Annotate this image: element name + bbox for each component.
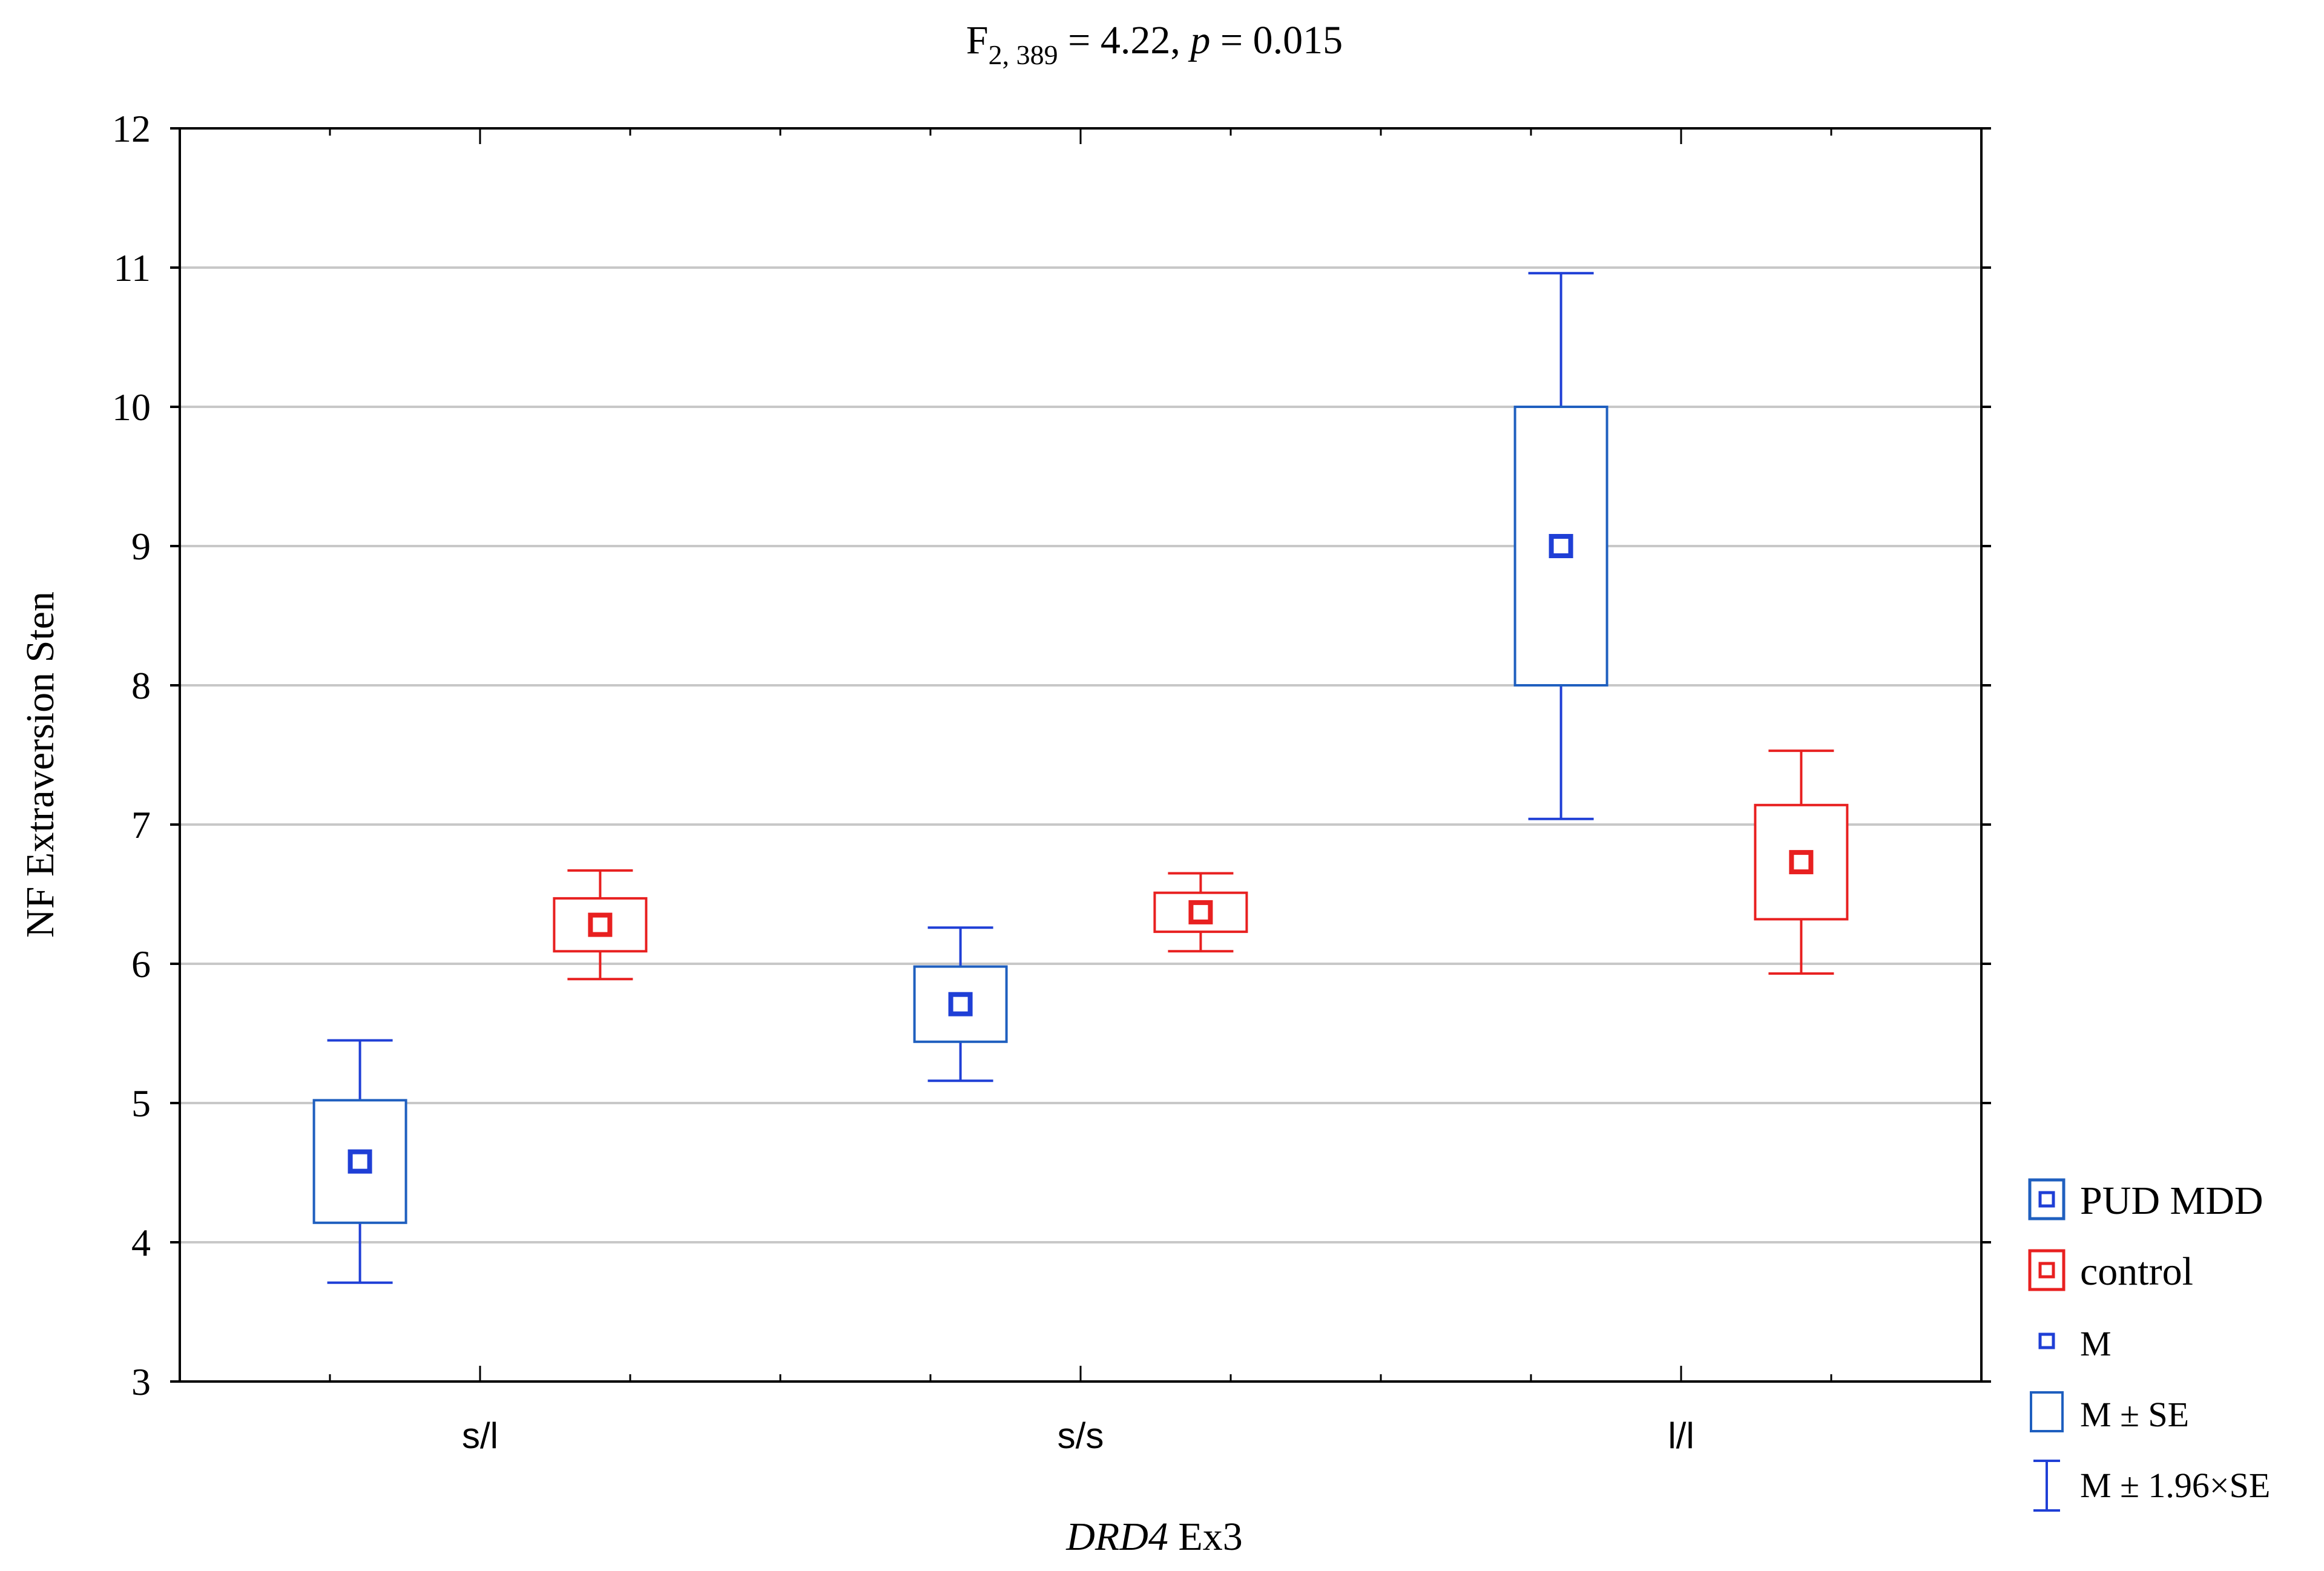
box-pud-mdd-sl: [312, 1039, 407, 1284]
grid-lines: [180, 266, 1981, 1243]
legend-control-marker: [2038, 1262, 2055, 1279]
legend-label: M ± SE: [2080, 1395, 2189, 1434]
mean-marker: [948, 992, 973, 1016]
chart-title-prefix: F: [966, 18, 989, 62]
y-tick-labels: 3 4 5 6 7 8 9 10 11 12: [112, 107, 151, 1403]
y-tick-label: 12: [112, 107, 151, 150]
tick-marks: [170, 127, 1991, 1383]
chart-title-subscript: 2, 389: [989, 39, 1058, 70]
y-tick-label: 6: [131, 943, 151, 986]
box-control-ss: [1153, 872, 1248, 953]
chart-title-p-label: p: [1188, 18, 1210, 62]
box-control-sl: [553, 869, 648, 981]
y-tick-label: 5: [131, 1082, 151, 1125]
x-tick-label: s/s: [1058, 1415, 1104, 1456]
chart-title-stat: = 4.22,: [1058, 18, 1191, 62]
legend-item-mean: M: [2038, 1324, 2112, 1363]
y-tick-label: 8: [131, 664, 151, 707]
series-marks: [312, 272, 1849, 1284]
legend-se-box: [2030, 1391, 2064, 1432]
y-tick-label: 7: [131, 803, 151, 846]
plot-frame: [179, 127, 1983, 1383]
chart-title-p-value: = 0.015: [1210, 18, 1343, 62]
legend-item-pud-mdd: PUD MDD: [2028, 1178, 2263, 1223]
box-pud-mdd-ss: [913, 926, 1008, 1082]
x-tick-label: s/l: [462, 1415, 498, 1456]
legend-mean-marker: [2038, 1332, 2055, 1349]
x-axis-label-rest: Ex3: [1168, 1515, 1243, 1559]
mean-marker: [1549, 534, 1573, 558]
legend-item-se: M ± SE: [2030, 1391, 2189, 1434]
box-pud-mdd-ll: [1513, 272, 1608, 820]
box-control-ll: [1754, 749, 1849, 975]
x-axis-label: DRD4 Ex3: [1065, 1515, 1242, 1559]
mean-marker: [1188, 900, 1213, 924]
y-tick-label: 10: [112, 386, 151, 429]
chart-title: F2, 389 = 4.22, p = 0.015: [966, 18, 1343, 70]
y-tick-label: 4: [131, 1221, 151, 1264]
legend: PUD MDD control M M ± SE M ± 1.96×SE: [2028, 1178, 2270, 1512]
legend-pud-marker: [2038, 1191, 2055, 1208]
y-axis-label: NF Extraversion Sten: [18, 591, 62, 938]
x-tick-labels: s/l s/s l/l: [462, 1415, 1694, 1456]
legend-label: control: [2080, 1250, 2193, 1294]
y-tick-label: 11: [113, 246, 151, 289]
legend-item-ci: M ± 1.96×SE: [2033, 1460, 2270, 1512]
mean-marker: [347, 1149, 372, 1174]
mean-marker: [1789, 850, 1814, 875]
y-tick-label: 3: [131, 1360, 151, 1403]
axes: [179, 127, 1983, 1383]
legend-label: M ± 1.96×SE: [2080, 1466, 2270, 1505]
x-tick-label: l/l: [1668, 1415, 1694, 1456]
x-axis-label-italic: DRD4: [1065, 1515, 1168, 1559]
legend-label: PUD MDD: [2080, 1179, 2263, 1223]
mean-marker: [588, 912, 613, 937]
legend-item-control: control: [2028, 1249, 2193, 1294]
legend-label: M: [2080, 1324, 2112, 1363]
y-tick-label: 9: [131, 525, 151, 568]
